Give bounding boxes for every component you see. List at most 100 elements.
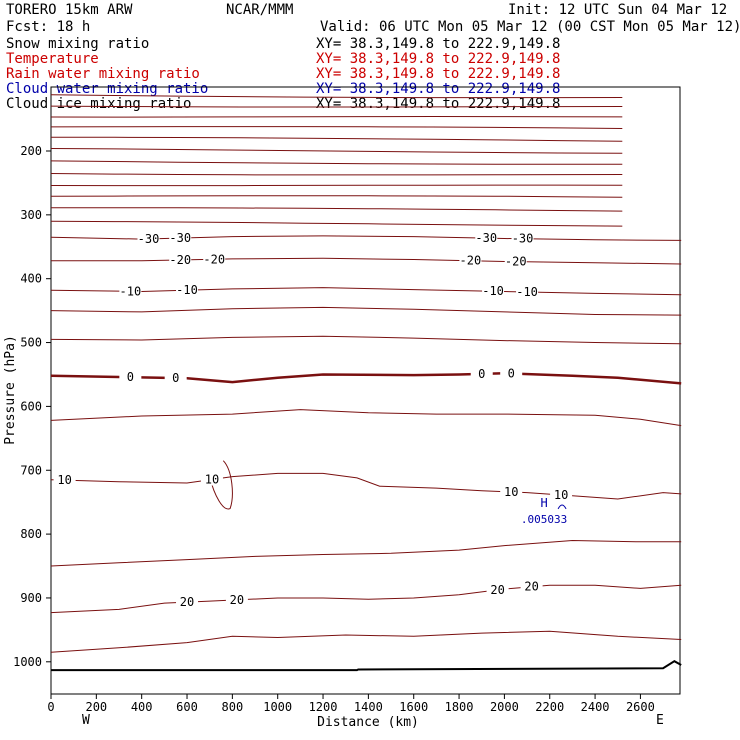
contour-label: 0 xyxy=(172,371,179,385)
contour-label: -10 xyxy=(120,284,142,298)
contour-label: 0 xyxy=(508,366,515,380)
temperature-contours xyxy=(50,94,682,653)
forecast-hour: Fcst: 18 h xyxy=(6,19,90,35)
contour-label: -10 xyxy=(482,284,504,298)
x-tick-label: 1800 xyxy=(445,700,474,714)
contour-label-bg xyxy=(470,366,493,380)
contour-label: -20 xyxy=(505,255,527,269)
x-tick-label: 2600 xyxy=(626,700,655,714)
contour-label: -20 xyxy=(169,253,191,267)
model-title: TORERO 15km ARW xyxy=(6,2,133,18)
cloud-water-max-value: .005033 xyxy=(521,513,567,526)
legend-field-label: Rain water mixing ratio xyxy=(6,66,200,82)
x-tick-label: 2200 xyxy=(535,700,564,714)
contour-label-bg xyxy=(225,592,248,606)
contour-label-bg xyxy=(169,253,192,267)
y-tick-label: 600 xyxy=(20,399,42,413)
isotherm-20 xyxy=(50,584,682,614)
contour-label-bg xyxy=(176,283,199,297)
center-label: NCAR/MMM xyxy=(226,2,293,18)
x-tick-label: 1000 xyxy=(263,700,292,714)
contour-label-bg xyxy=(475,231,498,245)
isotherm--10 xyxy=(50,287,682,296)
contour-label-bg xyxy=(486,582,509,596)
x-tick-label: 1200 xyxy=(309,700,338,714)
contour-label: 10 xyxy=(554,488,568,502)
contour-label: -30 xyxy=(138,232,160,246)
isotherm-lower xyxy=(50,335,682,345)
isotherm--20 xyxy=(51,257,682,265)
y-tick-label: 700 xyxy=(20,463,42,477)
legend-xy-label: XY= 38.3,149.8 to 222.9,149.8 xyxy=(316,36,560,52)
x-tick-label: 2000 xyxy=(490,700,519,714)
contour-label: -30 xyxy=(512,232,534,246)
contour-label-bg xyxy=(203,252,226,266)
isotherm-upper xyxy=(50,207,623,212)
contour-label-bg xyxy=(119,370,142,384)
contour-label: 20 xyxy=(524,580,538,594)
header: TORERO 15km ARW Fcst: 18 h NCAR/MMM Init… xyxy=(6,2,740,35)
x-tick-label: 0 xyxy=(47,700,54,714)
cloud-water-max-marker: H xyxy=(540,496,547,510)
terrain-surface xyxy=(51,660,682,672)
legend-xy-label: XY= 38.3,149.8 to 222.9,149.8 xyxy=(316,96,560,112)
contour-label-bg xyxy=(520,579,543,593)
isotherm-0 xyxy=(50,371,682,385)
isotherm-lower xyxy=(50,630,682,653)
isotherm-lower xyxy=(50,539,682,567)
contour-label: 20 xyxy=(490,583,504,597)
contour-label: -10 xyxy=(516,285,538,299)
contour-label-bg xyxy=(500,484,523,498)
x-tick-label: 200 xyxy=(85,700,107,714)
contour-label-bg xyxy=(137,231,160,245)
plot-frame xyxy=(50,86,681,695)
x-tick-label: 1400 xyxy=(354,700,383,714)
x-tick-label: 600 xyxy=(176,700,198,714)
isotherm-upper xyxy=(50,220,623,227)
isotherm-lower xyxy=(50,409,682,427)
isotherm-upper xyxy=(50,126,623,129)
x-tick-label: 2400 xyxy=(581,700,610,714)
init-time: Init: 12 UTC Sun 04 Mar 12 xyxy=(508,2,727,18)
x-tick-label: 400 xyxy=(131,700,153,714)
contour-label-bg xyxy=(511,231,534,245)
valid-time: Valid: 06 UTC Mon 05 Mar 12 (00 CST Mon … xyxy=(320,19,740,35)
x-tick-label: 800 xyxy=(222,700,244,714)
contour-label-bg xyxy=(516,284,539,298)
contour-label: -10 xyxy=(176,283,198,297)
isotherm-upper xyxy=(50,184,623,187)
legend-xy-label: XY= 38.3,149.8 to 222.9,149.8 xyxy=(316,66,560,82)
legend-xy-label: XY= 38.3,149.8 to 222.9,149.8 xyxy=(316,51,560,67)
contour-label-bg xyxy=(164,371,187,385)
contour-label: 10 xyxy=(504,485,518,499)
contour-label: 10 xyxy=(205,473,219,487)
contour-label-bg xyxy=(482,284,505,298)
y-axis-label: Pressure (hPa) xyxy=(3,335,18,445)
contour-label-bg xyxy=(169,231,192,245)
contour-label: 0 xyxy=(127,370,134,384)
isotherm-upper xyxy=(50,148,623,154)
y-tick-label: 800 xyxy=(20,527,42,541)
contour-label: -20 xyxy=(460,254,482,268)
contour-label-bg xyxy=(200,472,223,486)
legend-field-label: Cloud ice mixing ratio xyxy=(6,96,191,112)
legend-xy-label: XY= 38.3,149.8 to 222.9,149.8 xyxy=(316,81,560,97)
terrain-line xyxy=(51,660,682,672)
x-tick-label: 1600 xyxy=(399,700,428,714)
isotherm-upper xyxy=(50,115,623,118)
legend-field-label: Temperature xyxy=(6,51,99,67)
y-tick-label: 900 xyxy=(20,591,42,605)
west-label: W xyxy=(82,713,90,728)
y-tick-label: 1000 xyxy=(13,655,42,669)
isotherm-upper xyxy=(50,160,623,165)
contour-label: -20 xyxy=(203,252,225,266)
contour-label-bg xyxy=(500,366,523,380)
y-tick-label: 400 xyxy=(20,272,42,286)
contour-label-bg xyxy=(550,487,573,501)
isotherm-10-bulge xyxy=(209,460,233,510)
isotherm-upper xyxy=(50,94,623,99)
contour-label: 20 xyxy=(230,593,244,607)
legend-field-label: Cloud water mixing ratio xyxy=(6,81,208,97)
contour-label-bg xyxy=(459,253,482,267)
